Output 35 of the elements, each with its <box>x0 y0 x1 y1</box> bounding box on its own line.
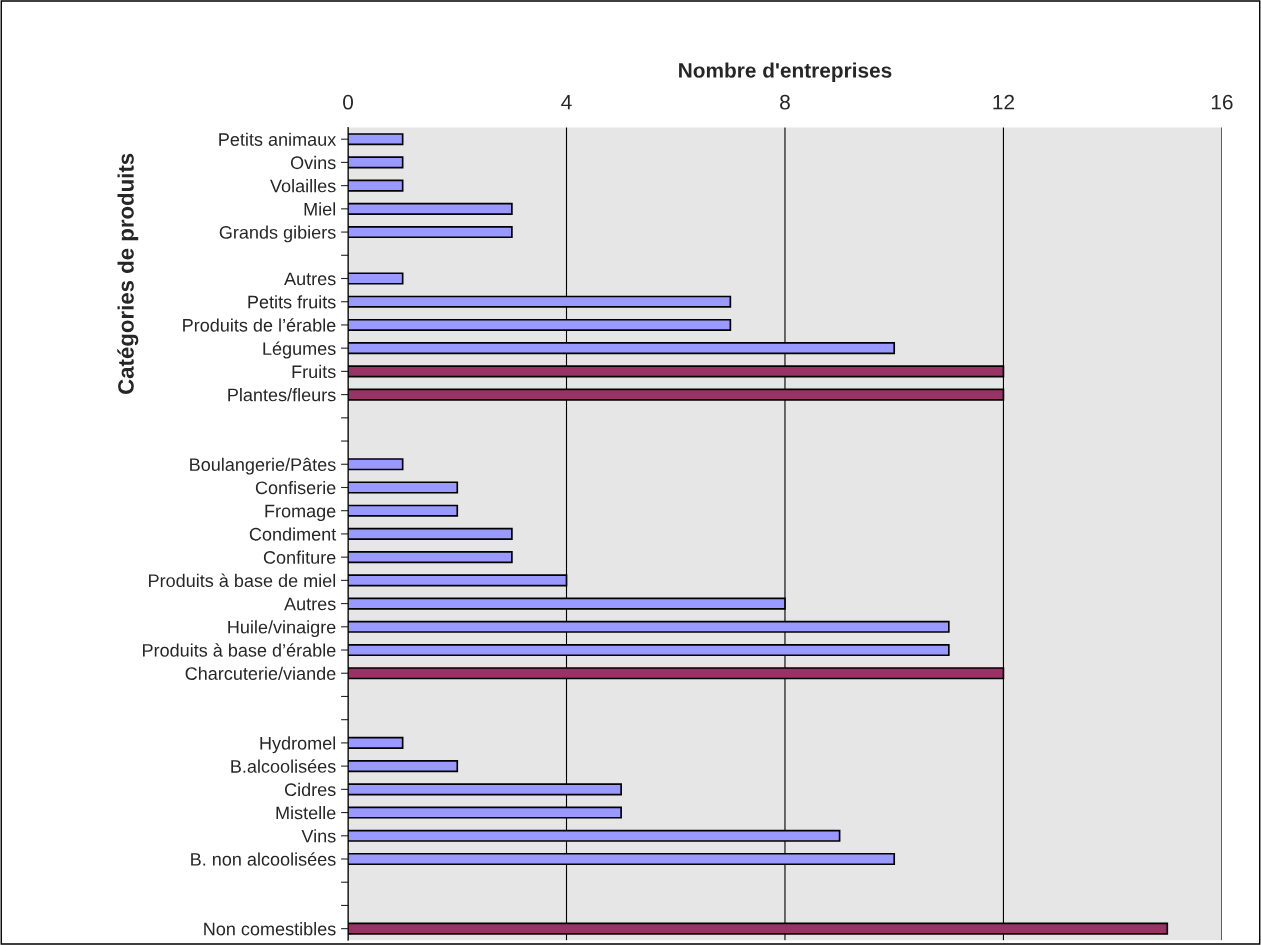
y-tick-label: Fruits <box>292 364 336 379</box>
y-tick-label: Petits fruits <box>248 295 336 309</box>
y-tick-label: Mistelle <box>276 806 336 820</box>
y-tick-label: Produits à base de miel <box>149 573 336 588</box>
y-tick-label: Non comestibles <box>204 922 336 936</box>
y-tick-label: Plantes/fleurs <box>228 388 336 402</box>
y-tick-label: Cidres <box>284 782 336 797</box>
y-tick-label: Grands gibiers <box>219 225 336 243</box>
y-tick-label: Condiment <box>249 527 337 541</box>
y-tick-label: Hydromel <box>260 736 336 754</box>
x-tick-label: 4 <box>561 95 572 110</box>
y-tick-label: Vins <box>301 829 336 843</box>
y-tick-label: Produits de l’érable <box>183 318 336 332</box>
y-tick-label: Autres <box>284 272 336 286</box>
x-tick-label: 16 <box>1211 94 1233 110</box>
y-tick-label: Ovins <box>290 155 336 170</box>
y-tick-label: Confiserie <box>255 480 336 495</box>
y-tick-label: Légumes <box>263 341 336 359</box>
y-tick-label: Autres <box>284 597 336 611</box>
y-tick-label: Volailles <box>270 179 336 193</box>
y-tick-label: Huile/vinaigre <box>228 620 336 638</box>
y-axis-title: Catégories de produits <box>117 153 139 394</box>
y-tick-label: Boulangerie/Pâtes <box>190 457 336 475</box>
x-tick-label: 0 <box>343 94 354 110</box>
x-tick-label: 8 <box>780 94 790 110</box>
x-tick-label: 12 <box>993 94 1014 110</box>
x-axis-title: Nombre d'entreprises <box>679 62 892 82</box>
y-tick-label: Petits animaux <box>219 132 337 146</box>
y-tick-label: B.alcoolisées <box>231 759 336 773</box>
y-tick-label: Charcuterie/viande <box>185 666 336 680</box>
y-tick-label: Miel <box>304 202 336 216</box>
y-tick-label: B. non alcoolisées <box>191 852 336 866</box>
y-tick-label: Confiture <box>263 550 336 564</box>
y-tick-label: Fromage <box>265 504 336 521</box>
y-tick-label: Produits à base d’érable <box>143 643 336 657</box>
